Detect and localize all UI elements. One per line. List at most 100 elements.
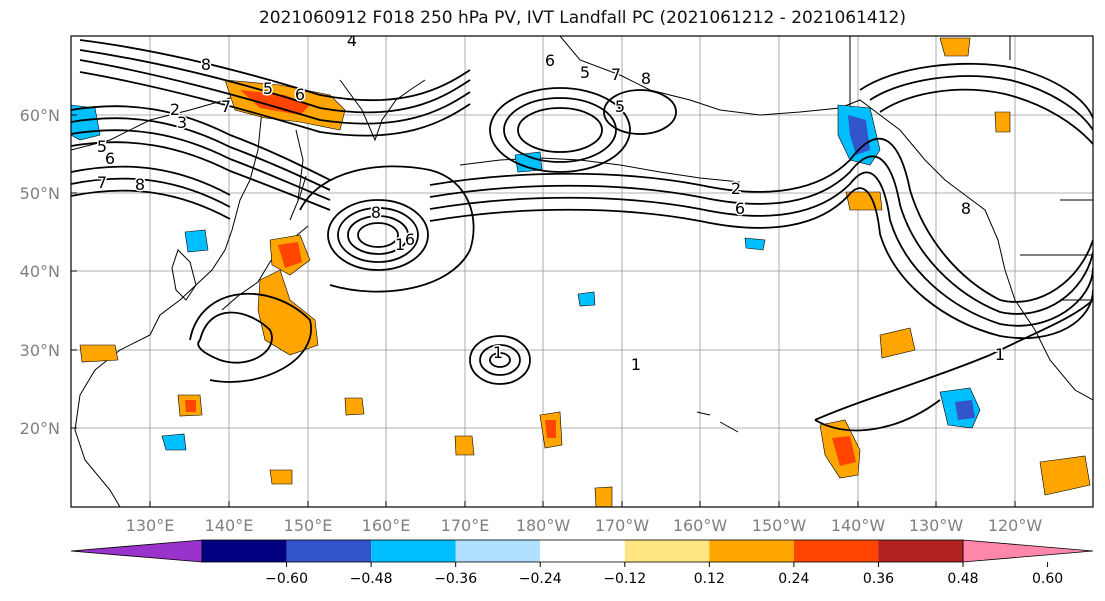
colorbar-segment: [286, 540, 372, 562]
lat-label: 60°N: [20, 106, 60, 125]
contour-label: 7: [611, 65, 621, 84]
colorbar-segment: [962, 539, 1094, 563]
contour-line: [79, 39, 471, 102]
pv-patch: [832, 436, 856, 466]
contour-line: [197, 311, 273, 364]
contour-loop: [337, 207, 419, 263]
colorbar-segment: [455, 540, 541, 562]
lat-label: 50°N: [20, 184, 60, 203]
colorbar-segment: [709, 540, 794, 562]
contour-label: 3: [177, 113, 187, 132]
pv-patch: [514, 151, 543, 173]
coastline-aleutians: [459, 157, 741, 183]
lon-label: 140°W: [831, 516, 886, 535]
contour-line: [869, 75, 1093, 131]
contour-line: [859, 62, 1093, 119]
coastline-korea: [171, 249, 197, 301]
contour-label: 7: [221, 97, 231, 116]
contour-label: 8: [201, 55, 211, 74]
pv-patch: [184, 229, 209, 253]
contour-label: 8: [371, 203, 381, 222]
contour-label: 6: [735, 199, 745, 218]
colorbar-label: 0.12: [694, 571, 725, 587]
contour-line: [71, 165, 231, 196]
lon-label: 120°W: [988, 516, 1043, 535]
contour-label: 2: [731, 179, 741, 198]
contour-label: 5: [263, 79, 273, 98]
colorbar-segment: [540, 540, 625, 562]
contour-label: 5: [615, 97, 625, 116]
contour-line: [71, 189, 231, 220]
contour-line: [429, 171, 1093, 327]
contour-label: 4: [347, 31, 357, 50]
colorbar-label: −0.24: [519, 571, 562, 587]
contour-label: 1: [995, 345, 1005, 364]
pv-patch: [269, 469, 293, 485]
coastline-canada: [849, 36, 1093, 301]
coastline-alaska: [559, 36, 1093, 401]
colorbar-label: 0.60: [1032, 571, 1063, 587]
contour-loop: [517, 107, 603, 153]
pv-patch: [278, 242, 302, 268]
contour-line: [71, 105, 331, 181]
pv-patch: [257, 269, 319, 356]
colorbar-segment: [371, 540, 456, 562]
lon-label: 160°W: [673, 516, 728, 535]
contour-line: [879, 88, 1093, 145]
contour-label: 1: [493, 343, 503, 362]
contour-loop: [347, 215, 409, 255]
contour-label: 7: [97, 173, 107, 192]
contour-label: 5: [97, 137, 107, 156]
contour-label: 1: [631, 355, 641, 374]
colorbar-label: −0.12: [603, 571, 646, 587]
pv-patch: [545, 420, 556, 438]
lon-label: 150°E: [284, 516, 333, 535]
contour-line: [814, 299, 1093, 421]
contour-line: [429, 187, 1093, 340]
colorbar-label: 0.36: [863, 571, 894, 587]
contour-label: 6: [545, 51, 555, 70]
lon-label: 130°W: [909, 516, 964, 535]
lon-label: 130°E: [126, 516, 175, 535]
contour-label: 6: [405, 230, 415, 249]
colorbar-segment: [202, 540, 287, 562]
map-background: [71, 36, 1093, 507]
contour-line: [79, 71, 471, 137]
contour-loop: [503, 97, 617, 163]
contour-line: [814, 399, 941, 432]
lon-label: 170°W: [595, 516, 650, 535]
colorbar-label: −0.60: [265, 571, 308, 587]
contour-line: [429, 137, 1093, 303]
pv-patch: [185, 400, 196, 412]
pv-patch: [161, 433, 187, 451]
contour-label: 2: [170, 100, 180, 119]
colorbar-label: 0.24: [778, 571, 809, 587]
lon-label: 180°W: [516, 516, 571, 535]
contour-loop: [327, 199, 429, 271]
lon-label: 160°E: [362, 516, 411, 535]
contour-label: 8: [961, 199, 971, 218]
contour-loop: [479, 344, 521, 376]
colorbar-segment: [878, 540, 963, 562]
colorbar-label: 0.48: [947, 571, 978, 587]
lon-label: 140°E: [205, 516, 254, 535]
pv-patch: [939, 37, 971, 57]
colorbar-segment: [624, 540, 710, 562]
pv-patch: [845, 191, 883, 211]
pv-patch: [879, 327, 916, 359]
contour-line: [79, 49, 471, 114]
ivt-contours: [71, 39, 1093, 432]
lat-label: 30°N: [20, 341, 60, 360]
colorbar-segment: [793, 540, 879, 562]
pv-patch: [594, 486, 613, 507]
pv-patch: [744, 237, 766, 251]
pv-patch: [994, 111, 1011, 133]
colorbar-segment: [70, 539, 203, 563]
contour-line: [429, 155, 1093, 315]
contour-label: 8: [641, 69, 651, 88]
colorbar: −0.60 −0.48 −0.36 −0.24 −0.12 0.12 0.24 0.36 0.4…: [70, 539, 1094, 587]
contour-line: [71, 141, 331, 211]
contour-label: 6: [295, 85, 305, 104]
